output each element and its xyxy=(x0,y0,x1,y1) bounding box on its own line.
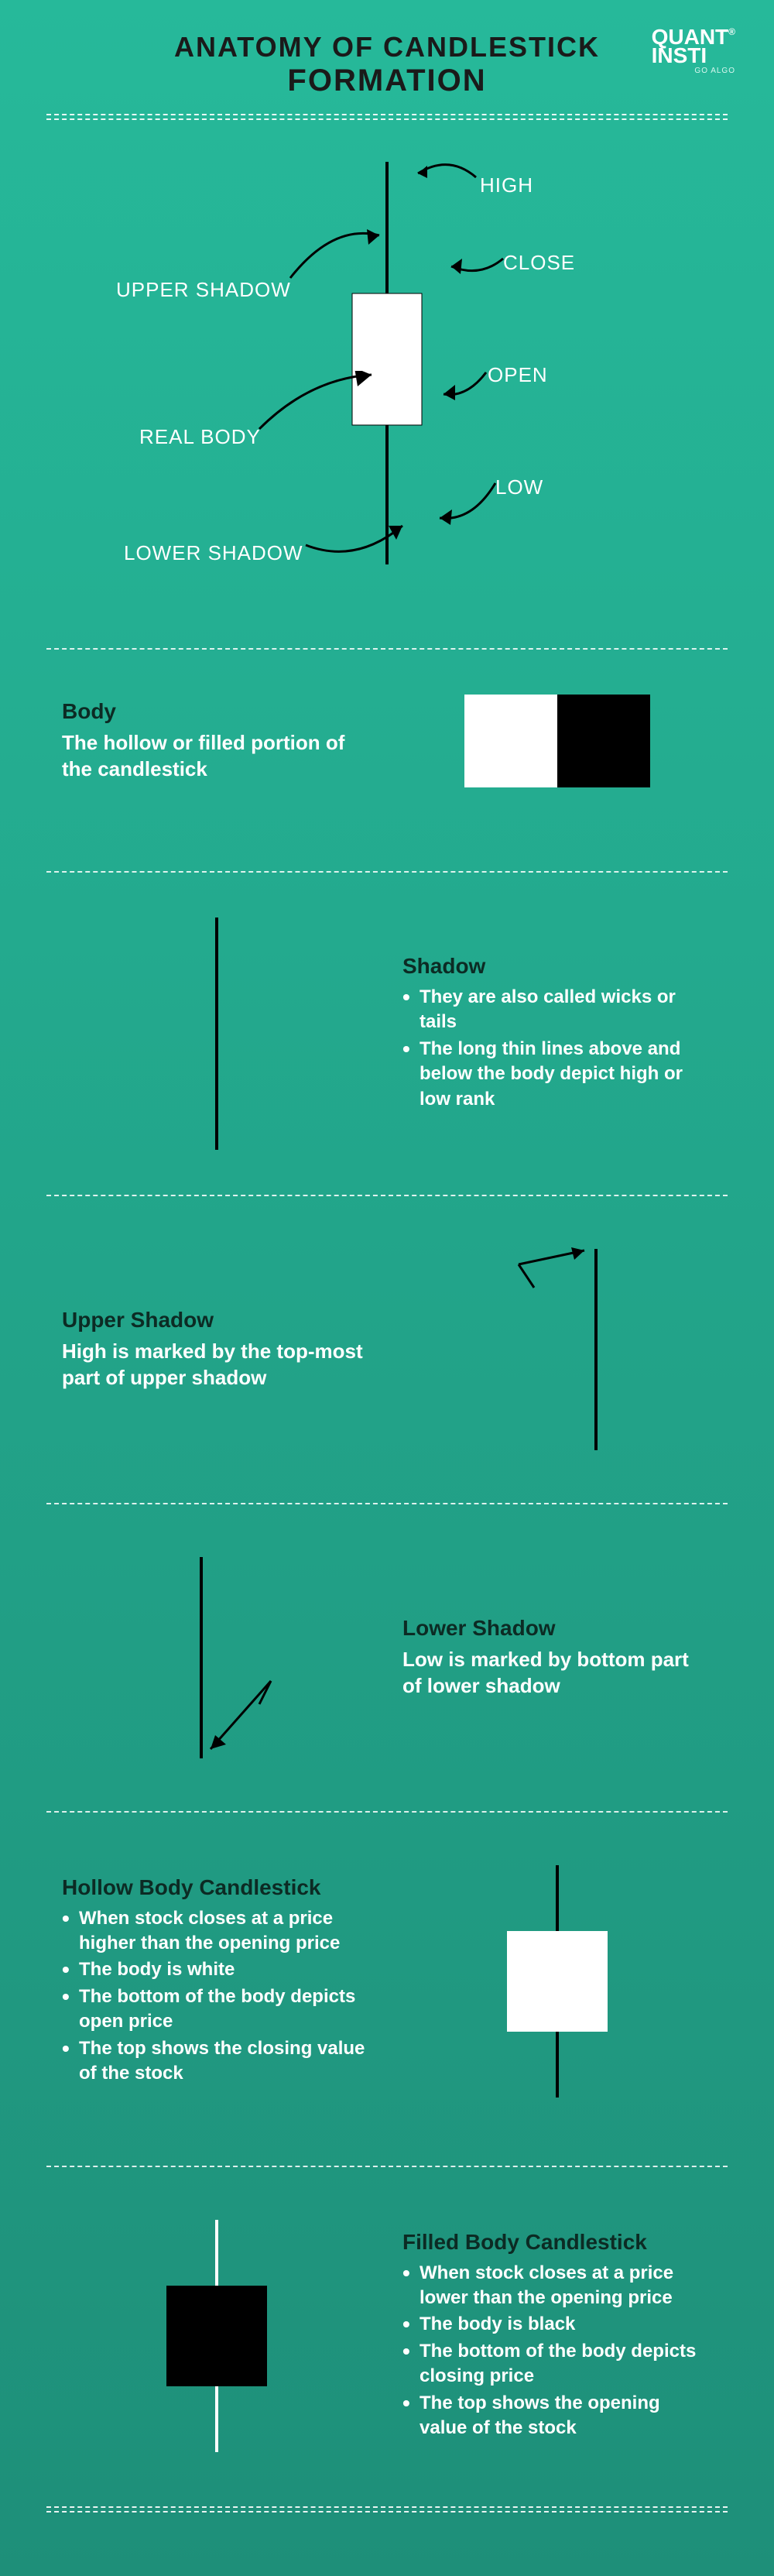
logo-bottom: INSTI xyxy=(652,43,707,67)
divider xyxy=(46,1195,728,1196)
divider xyxy=(46,1503,728,1504)
body-title: Body xyxy=(62,699,372,724)
body-desc: The hollow or filled portion of the cand… xyxy=(62,730,372,783)
divider-double-footer xyxy=(46,2506,728,2513)
title-line2: FORMATION xyxy=(46,63,728,98)
filled-graphic xyxy=(62,2212,372,2460)
title-block: ANATOMY OF CANDLESTICK FORMATION xyxy=(46,31,728,98)
anatomy-diagram: HIGH CLOSE UPPER SHADOW OPEN REAL BODY L… xyxy=(46,131,728,626)
upper-shadow-icon xyxy=(488,1241,627,1458)
label-lower-shadow: LOWER SHADOW xyxy=(124,541,303,565)
infographic-page: ANATOMY OF CANDLESTICK FORMATION QUANT® … xyxy=(0,0,774,2576)
bullet: The body is white xyxy=(62,1957,372,1982)
arrow-upper-shadow-icon xyxy=(286,220,387,282)
upper-shadow-desc: High is marked by the top-most part of u… xyxy=(62,1339,372,1391)
label-real-body: REAL BODY xyxy=(139,425,261,449)
bullet: The bottom of the body depicts open pric… xyxy=(62,1984,372,2035)
section-body: Body The hollow or filled portion of the… xyxy=(46,671,728,849)
hollow-bullets: When stock closes at a price higher than… xyxy=(62,1906,372,2087)
section-filled: Filled Body Candlestick When stock close… xyxy=(46,2189,728,2499)
divider xyxy=(46,1811,728,1813)
divider-double xyxy=(46,114,728,120)
body-graphic xyxy=(402,695,712,787)
arrow-open-icon xyxy=(440,363,494,410)
bullet: The long thin lines above and below the … xyxy=(402,1037,712,1112)
brand-logo: QUANT® INSTI GO ALGO xyxy=(652,28,735,75)
bullet: The body is black xyxy=(402,2312,712,2337)
bullet: The top shows the closing value of the s… xyxy=(62,2036,372,2087)
lower-shadow-title: Lower Shadow xyxy=(402,1616,712,1641)
label-upper-shadow: UPPER SHADOW xyxy=(116,278,291,302)
logo-text: QUANT® INSTI xyxy=(652,28,735,65)
shadow-title: Shadow xyxy=(402,954,712,979)
shadow-bullets: They are also called wicks or tails The … xyxy=(402,985,712,1112)
arrow-high-icon xyxy=(410,150,488,197)
logo-tagline: GO ALGO xyxy=(652,67,735,75)
arrow-close-icon xyxy=(445,235,515,282)
filled-title: Filled Body Candlestick xyxy=(402,2230,712,2255)
shadow-graphic xyxy=(62,918,372,1150)
label-high: HIGH xyxy=(480,173,533,197)
lower-shadow-graphic xyxy=(62,1549,372,1766)
hollow-title: Hollow Body Candlestick xyxy=(62,1875,372,1900)
bullet: They are also called wicks or tails xyxy=(402,985,712,1035)
arrow-lower-shadow-icon xyxy=(302,503,410,564)
filled-candle-icon xyxy=(155,2212,279,2460)
section-upper-shadow: Upper Shadow High is marked by the top-m… xyxy=(46,1218,728,1481)
hollow-graphic xyxy=(402,1857,712,2105)
upper-shadow-title: Upper Shadow xyxy=(62,1308,372,1333)
section-hollow: Hollow Body Candlestick When stock close… xyxy=(46,1834,728,2144)
hollow-square-icon xyxy=(464,695,557,787)
bullet: When stock closes at a price lower than … xyxy=(402,2261,712,2311)
divider xyxy=(46,2166,728,2167)
section-shadow: Shadow They are also called wicks or tai… xyxy=(46,894,728,1173)
filled-bullets: When stock closes at a price lower than … xyxy=(402,2261,712,2441)
registered-icon: ® xyxy=(728,26,735,37)
bullet: When stock closes at a price higher than… xyxy=(62,1906,372,1957)
bullet: The top shows the opening value of the s… xyxy=(402,2391,712,2441)
arrow-real-body-icon xyxy=(255,371,379,441)
header: ANATOMY OF CANDLESTICK FORMATION QUANT® … xyxy=(46,31,728,98)
lower-shadow-desc: Low is marked by bottom part of lower sh… xyxy=(402,1647,712,1700)
divider xyxy=(46,871,728,873)
label-open: OPEN xyxy=(488,363,548,387)
section-lower-shadow: Lower Shadow Low is marked by bottom par… xyxy=(46,1526,728,1789)
divider xyxy=(46,648,728,650)
upper-shadow-graphic xyxy=(402,1241,712,1458)
title-line1: ANATOMY OF CANDLESTICK xyxy=(46,31,728,63)
hollow-candle-icon xyxy=(495,1857,619,2105)
arrow-low-icon xyxy=(433,475,503,530)
bullet: The bottom of the body depicts closing p… xyxy=(402,2339,712,2389)
filled-square-icon xyxy=(557,695,650,787)
shadow-line-icon xyxy=(215,918,218,1150)
lower-shadow-icon xyxy=(147,1549,286,1766)
